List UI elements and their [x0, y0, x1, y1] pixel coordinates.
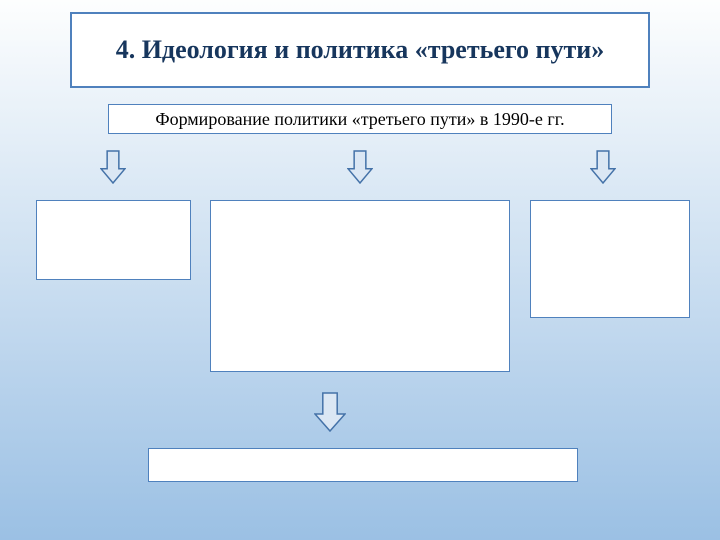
arrow-down-icon: [590, 150, 616, 184]
subtitle-text: Формирование политики «третьего пути» в …: [155, 109, 564, 130]
bottom-box: [148, 448, 578, 482]
title-text: 4. Идеология и политика «третьего пути»: [116, 35, 605, 65]
arrow-down-icon: [314, 392, 346, 432]
column-box-right: [530, 200, 690, 318]
column-box-left: [36, 200, 191, 280]
column-box-center: [210, 200, 510, 372]
arrow-down-icon: [347, 150, 373, 184]
arrow-down-icon: [100, 150, 126, 184]
title-box: 4. Идеология и политика «третьего пути»: [70, 12, 650, 88]
subtitle-box: Формирование политики «третьего пути» в …: [108, 104, 612, 134]
